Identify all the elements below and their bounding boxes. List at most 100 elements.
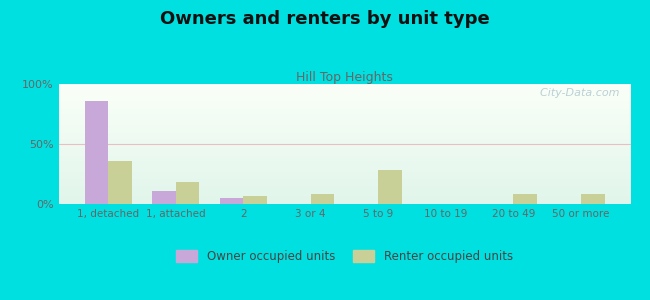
Bar (58, 193, 630, 194)
Bar (58, 158, 630, 159)
Bar (58, 141, 630, 142)
Bar (58, 98, 630, 99)
Bar (58, 186, 630, 187)
Bar (58, 155, 630, 156)
Bar (58, 187, 630, 188)
Bar (58, 111, 630, 112)
Bar (58, 116, 630, 117)
Bar (58, 157, 630, 158)
Bar (581, 194, 604, 204)
Bar (58, 171, 630, 172)
Title: Hill Top Heights: Hill Top Heights (296, 71, 393, 84)
Bar (58, 173, 630, 174)
Bar (58, 181, 630, 182)
Bar (58, 100, 630, 101)
Bar (58, 125, 630, 126)
Bar (58, 130, 630, 131)
Bar (58, 120, 630, 121)
Bar (58, 137, 630, 138)
Bar (58, 198, 630, 199)
Bar (58, 99, 630, 100)
Bar (58, 106, 630, 107)
Bar (58, 180, 630, 181)
Bar (58, 144, 630, 145)
Bar (58, 183, 630, 184)
Bar (58, 84, 630, 85)
Bar (58, 105, 630, 106)
Bar (58, 189, 630, 190)
Bar (58, 169, 630, 170)
Bar (58, 147, 630, 148)
Bar (58, 145, 630, 146)
Bar (58, 91, 630, 92)
Bar (58, 113, 630, 114)
Bar (58, 188, 630, 189)
Bar (58, 88, 630, 89)
Bar (58, 112, 630, 113)
Bar (58, 86, 630, 87)
Bar (243, 196, 267, 204)
Bar (58, 202, 630, 203)
Text: Owners and renters by unit type: Owners and renters by unit type (160, 11, 490, 28)
Bar (58, 122, 630, 123)
Bar (58, 163, 630, 164)
Bar (58, 129, 630, 130)
Bar (58, 114, 630, 115)
Bar (58, 136, 630, 137)
Bar (58, 118, 630, 119)
Bar (58, 160, 630, 161)
Bar (58, 164, 630, 165)
Bar (58, 92, 630, 93)
Bar (58, 132, 630, 133)
Bar (58, 110, 630, 111)
Bar (58, 97, 630, 98)
Bar (58, 139, 630, 140)
Bar (58, 185, 630, 186)
Bar (58, 108, 630, 109)
Bar (58, 159, 630, 160)
Bar (58, 85, 630, 86)
Bar (58, 184, 630, 185)
Bar (58, 131, 630, 132)
Bar (58, 134, 630, 135)
Bar (58, 156, 630, 157)
Bar (58, 146, 630, 147)
Bar (58, 153, 630, 154)
Bar (58, 135, 630, 136)
Bar (58, 182, 630, 183)
Bar (58, 174, 630, 175)
Bar (58, 177, 630, 178)
Bar (58, 109, 630, 110)
Bar (58, 93, 630, 94)
Bar (58, 121, 630, 122)
Bar (58, 149, 630, 150)
Bar (58, 138, 630, 139)
Bar (58, 128, 630, 129)
Bar (58, 166, 630, 167)
Bar (58, 94, 630, 95)
Bar (58, 115, 630, 116)
Bar (58, 87, 630, 88)
Bar (58, 154, 630, 155)
Bar (58, 179, 630, 180)
Bar (58, 162, 630, 163)
Bar (58, 165, 630, 166)
Bar (58, 89, 630, 90)
Bar (58, 203, 630, 204)
Bar (58, 150, 630, 151)
Bar (58, 90, 630, 91)
Bar (58, 126, 630, 127)
Bar (58, 103, 630, 104)
Bar (58, 133, 630, 134)
Bar (176, 182, 200, 204)
Bar (58, 102, 630, 103)
Bar (58, 107, 630, 108)
Bar (58, 127, 630, 128)
Bar (58, 140, 630, 141)
Bar (58, 168, 630, 169)
Bar (58, 176, 630, 177)
Bar (58, 117, 630, 118)
Bar (58, 199, 630, 200)
Bar (220, 198, 243, 204)
Bar (58, 200, 630, 201)
